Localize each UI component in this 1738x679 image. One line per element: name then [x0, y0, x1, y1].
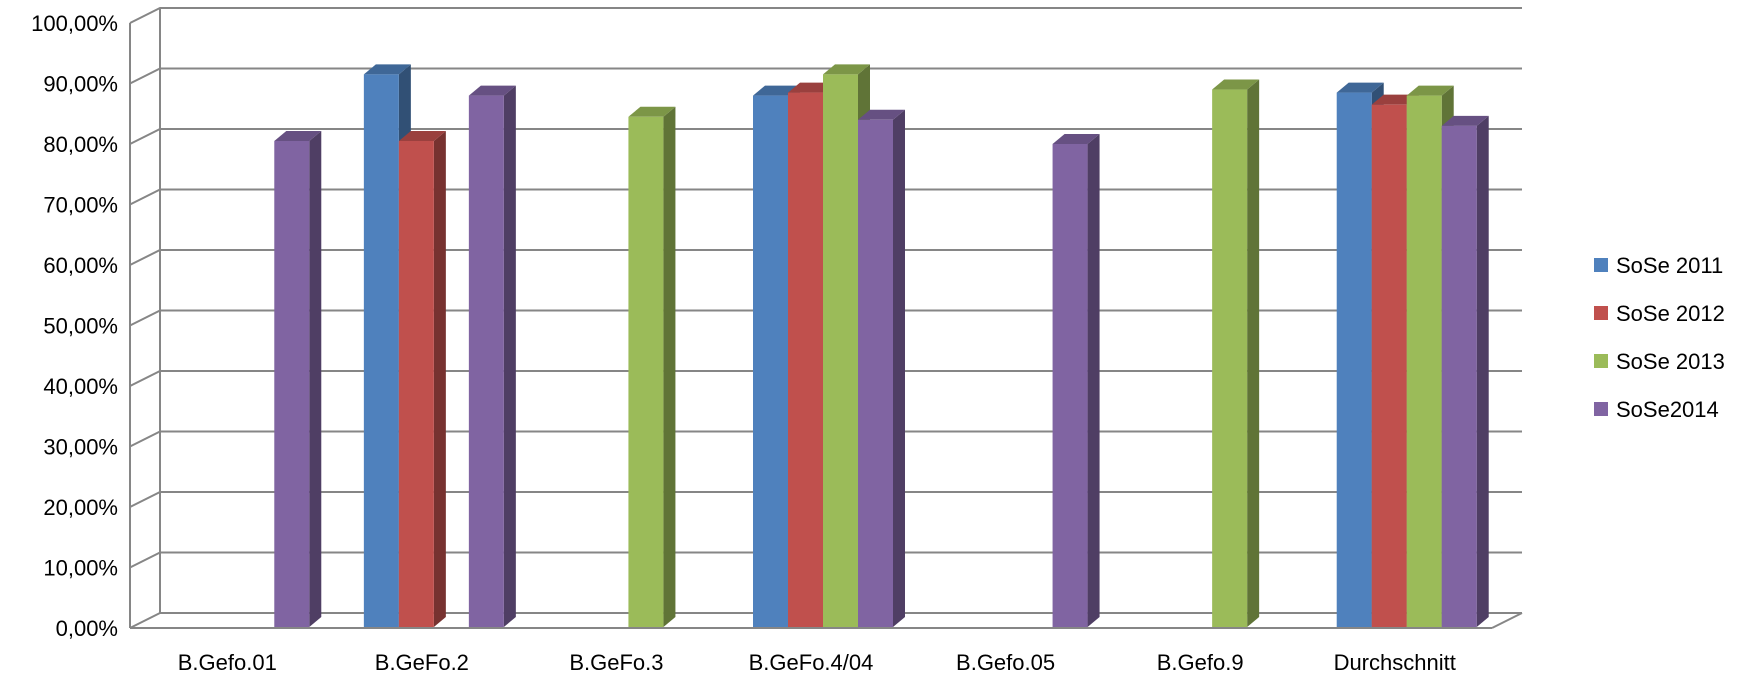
bar-front [1371, 104, 1407, 628]
bar-front [1052, 144, 1088, 627]
legend: SoSe 2011 SoSe 2012 SoSe 2013 SoSe2014 [1594, 253, 1725, 422]
y-tick-label: 90,00% [43, 72, 118, 97]
y-tick-label: 100,00% [31, 11, 118, 36]
x-tick-label: B.Gefo.01 [178, 650, 277, 675]
bar-top [823, 64, 870, 75]
y-tick-label: 40,00% [43, 374, 118, 399]
x-tick-label: B.Gefo.9 [1157, 650, 1244, 675]
legend-swatch [1594, 306, 1608, 320]
bar [274, 130, 322, 627]
bar [468, 85, 516, 628]
y-axis-ticks: 0,00% 10,00% 20,00% 30,00% 40,00% 50,00% 60,00… [31, 11, 118, 641]
bar-side [433, 130, 446, 627]
bar-side [663, 106, 676, 627]
y-tick-label: 60,00% [43, 253, 118, 278]
bar-side [1476, 115, 1489, 627]
legend-label: SoSe 2011 [1616, 253, 1723, 278]
legend-item: SoSe2014 [1594, 397, 1719, 422]
legend-item: SoSe 2012 [1594, 301, 1725, 326]
bar-front [363, 74, 399, 628]
bar-front [753, 95, 788, 628]
bar-top [1406, 85, 1454, 96]
bar-front [823, 74, 858, 628]
y-tick-label: 20,00% [43, 495, 118, 520]
x-tick-label: B.GeFo.2 [375, 650, 469, 675]
y-tick-label: 50,00% [43, 314, 118, 339]
legend-swatch [1594, 258, 1608, 272]
bar-front [788, 92, 823, 627]
legend-item: SoSe 2013 [1594, 349, 1725, 374]
bar [1052, 134, 1100, 627]
bar-front [628, 116, 664, 628]
bar-top [468, 85, 516, 96]
bar-front [858, 119, 893, 628]
y-tick-label: 70,00% [43, 193, 118, 218]
y-tick-label: 0,00% [56, 616, 118, 641]
x-tick-label: B.GeFo.3 [569, 650, 663, 675]
bar [398, 130, 446, 627]
bar-top [858, 109, 905, 120]
legend-item: SoSe 2011 [1594, 253, 1723, 278]
legend-label: SoSe2014 [1616, 397, 1719, 422]
legend-swatch [1594, 402, 1608, 416]
y-tick-label: 10,00% [43, 556, 118, 581]
bar-front [1212, 89, 1248, 628]
legend-swatch [1594, 354, 1608, 368]
bar [628, 106, 676, 628]
bar-front [1441, 125, 1477, 627]
bar [1441, 115, 1489, 627]
gridline [129, 7, 1522, 24]
bar [1212, 79, 1260, 628]
gridline [129, 128, 1522, 145]
bar-top [274, 130, 322, 141]
bar-top [1336, 82, 1384, 93]
bar-front [274, 140, 310, 627]
bar-top [398, 130, 446, 141]
x-tick-label: B.GeFo.4/04 [749, 650, 874, 675]
floor-right-edge [1491, 612, 1523, 629]
bar-top [628, 106, 676, 117]
bar-side [1087, 134, 1100, 627]
bar-front [1406, 95, 1442, 628]
bar-front [398, 140, 434, 627]
chart-grid [129, 7, 1523, 629]
bar-top [1052, 134, 1100, 144]
y-tick-label: 80,00% [43, 132, 118, 157]
x-tick-label: B.Gefo.05 [956, 650, 1055, 675]
bar-side [503, 85, 516, 628]
x-tick-label: Durchschnitt [1334, 650, 1456, 675]
legend-label: SoSe 2013 [1616, 349, 1725, 374]
bar-top [1212, 79, 1260, 90]
bars [274, 64, 1489, 628]
bar-front [468, 95, 504, 628]
x-axis-ticks: B.Gefo.01 B.GeFo.2 B.GeFo.3 B.GeFo.4/04 B.Ge… [178, 650, 1456, 675]
y-tick-label: 30,00% [43, 435, 118, 460]
bar-side [309, 130, 322, 627]
bar [858, 109, 905, 628]
legend-label: SoSe 2012 [1616, 301, 1725, 326]
bar-top [363, 64, 411, 75]
bar-side [1247, 79, 1260, 628]
bar-top [1441, 115, 1489, 126]
gridline [129, 67, 1522, 85]
bar-front [1336, 92, 1372, 627]
bar-side [893, 109, 905, 628]
